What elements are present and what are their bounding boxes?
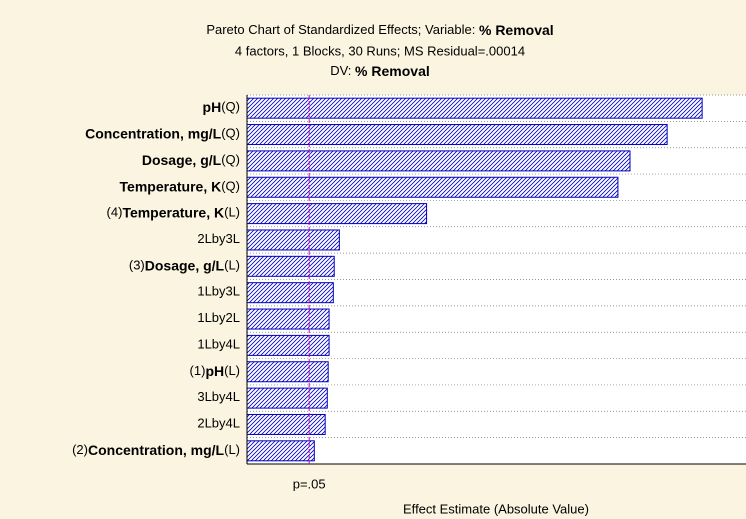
bar (246, 387, 328, 409)
subtitle: 4 factors, 1 Blocks, 30 Runs; MS Residua… (235, 43, 525, 58)
bar (246, 150, 631, 172)
bar (246, 334, 330, 356)
label-part: (L) (224, 363, 240, 378)
y-tick-label: 3Lby4L (197, 390, 240, 405)
label-part: (2) (72, 442, 88, 457)
y-tick-label: (3)Dosage, g/L(L) (129, 257, 240, 273)
reference-label: p=.05 (293, 476, 326, 491)
y-tick-label: 1Lby3L (197, 284, 240, 299)
y-tick-label: 2Lby4L (197, 416, 240, 431)
label-part: (Q) (221, 100, 240, 115)
bar (246, 176, 619, 198)
bar (246, 229, 340, 251)
label-part: Concentration, mg/L (85, 125, 222, 141)
bar (246, 440, 315, 462)
label-part: 2Lby4L (197, 416, 240, 431)
label-part: (Q) (221, 179, 240, 194)
x-axis-label: Effect Estimate (Absolute Value) (403, 501, 589, 516)
y-tick-label: Concentration, mg/L(Q) (85, 125, 240, 141)
dv-text: DV: (330, 63, 355, 78)
bar (246, 203, 428, 225)
label-part: 1Lby2L (197, 310, 240, 325)
label-part: 3Lby4L (197, 390, 240, 405)
y-tick-label: 1Lby4L (197, 337, 240, 352)
label-part: pH (203, 99, 222, 115)
label-part: 2Lby3L (197, 231, 240, 246)
label-part: pH (205, 362, 224, 378)
label-part: 1Lby3L (197, 284, 240, 299)
label-part: (L) (224, 205, 240, 220)
y-tick-label: (4)Temperature, K(L) (107, 204, 240, 220)
title-variable: % Removal (479, 22, 554, 38)
label-part: (Q) (221, 126, 240, 141)
bar (246, 308, 330, 330)
label-part: (1) (190, 363, 206, 378)
title-text: Pareto Chart of Standardized Effects; Va… (206, 22, 479, 37)
bar (246, 97, 703, 119)
bar (246, 124, 668, 146)
label-part: (Q) (221, 152, 240, 167)
y-tick-label: (2)Concentration, mg/L(L) (72, 442, 240, 458)
bar (246, 361, 329, 383)
y-tick-label: Temperature, K(Q) (120, 178, 240, 194)
bar (246, 413, 326, 435)
label-part: Concentration, mg/L (88, 442, 225, 458)
y-tick-label: 1Lby2L (197, 310, 240, 325)
label-part: (3) (129, 258, 145, 273)
dv-line: DV: % Removal (330, 63, 430, 79)
label-part: (L) (224, 258, 240, 273)
label-part: (4) (107, 205, 123, 220)
label-part: 1Lby4L (197, 337, 240, 352)
chart-title: Pareto Chart of Standardized Effects; Va… (206, 22, 553, 38)
label-part: Temperature, K (122, 204, 224, 220)
label-part: Dosage, g/L (142, 152, 222, 168)
bar (246, 282, 334, 304)
label-part: Dosage, g/L (145, 257, 225, 273)
label-part: Temperature, K (120, 178, 222, 194)
y-tick-label: (1)pH(L) (190, 362, 240, 378)
y-tick-label: pH(Q) (203, 99, 240, 115)
dv-variable: % Removal (355, 63, 430, 79)
bar (246, 255, 335, 277)
y-tick-label: Dosage, g/L(Q) (142, 152, 240, 168)
y-tick-label: 2Lby3L (197, 231, 240, 246)
label-part: (L) (224, 442, 240, 457)
